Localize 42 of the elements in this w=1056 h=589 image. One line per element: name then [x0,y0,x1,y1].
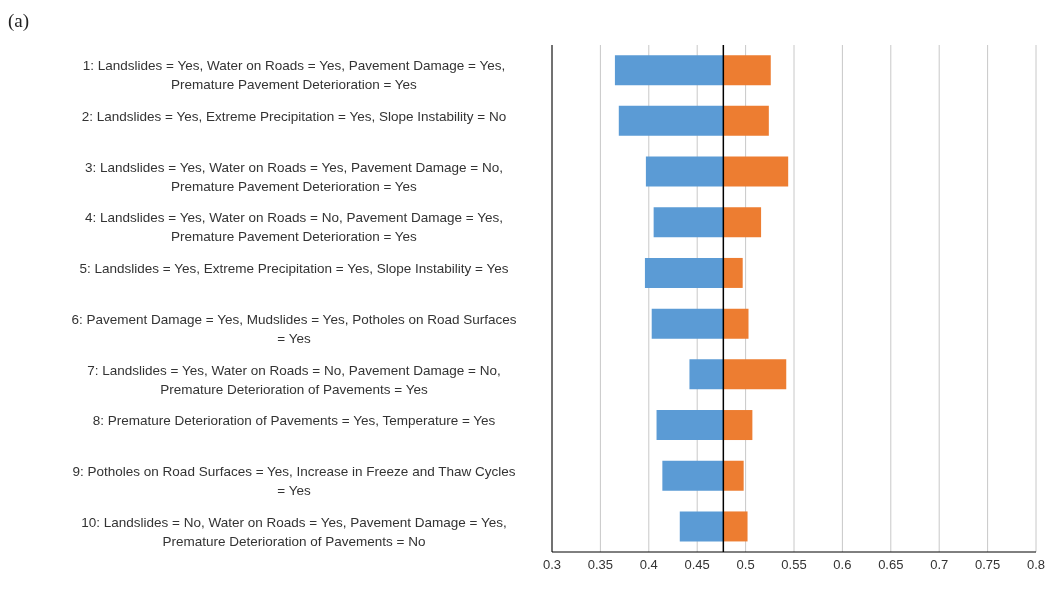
y-tick-label: 6: Pavement Damage = Yes, Mudslides = Yes, Potholes on Road Surfaces = Yes [71,311,517,346]
bar [689,359,724,390]
bar [723,460,744,491]
y-tick-label: 7: Landslides = Yes, Water on Roads = No, Pavement Damage = No, Premature Deterioration of Pavements = Yes [87,362,501,397]
bar [644,257,724,288]
x-tick-label: 0.3 [542,557,562,573]
y-tick-label: 5: Landslides = Yes, Extreme Precipitation = Yes, Slope Instability = Yes [79,261,509,277]
y-tick-label: 2: Landslides = Yes, Extreme Precipitation = Yes, Slope Instability = No [81,109,507,125]
bar [723,55,771,86]
y-tick-label: 10: Landslides = No, Water on Roads = Yes, Pavement Damage = Yes, Premature Deterioration of Pavements = No [81,514,507,549]
bar [723,156,789,187]
bar [618,105,724,136]
y-tick-label: 1: Landslides = Yes, Water on Roads = Yes, Pavement Damage = Yes, Premature Pavement Deterioration = Yes [82,58,506,93]
x-tick-label: 0.75 [974,557,1001,573]
x-tick-label: 0.8 [1026,557,1046,573]
x-tick-label: 0.45 [684,557,710,573]
bar [723,410,753,441]
bar [723,511,748,542]
bar [679,511,724,542]
y-tick-label: 3: Landslides = Yes, Water on Roads = Yes, Pavement Damage = No, Premature Pavement Deterioration = Yes [85,159,503,194]
text: (a) [8,10,30,32]
bar [723,308,749,339]
bar [723,359,787,390]
x-tick-label: 0.6 [833,557,852,573]
x-tick-label: 0.55 [781,557,807,573]
y-tick-label: 4: Landslides = Yes, Water on Roads = No, Pavement Damage = Yes, Premature Pavement Deterioration = Yes [85,210,503,245]
bar [723,207,762,238]
bar [651,308,724,339]
bar [645,156,724,187]
bar [723,257,743,288]
bar [662,460,724,491]
bar [653,207,724,238]
x-tick-label: 0.7 [930,557,949,573]
bar [614,55,724,86]
x-tick-label: 0.35 [587,557,614,573]
bar [656,410,724,441]
x-tick-label: 0.4 [639,557,658,573]
y-tick-label: 8: Premature Deterioration of Pavements = Yes, Temperature = Yes [92,413,496,429]
y-tick-label: 9: Potholes on Road Surfaces = Yes, Increase in Freeze and Thaw Cycles = Yes [72,463,516,498]
x-tick-label: 0.5 [736,557,755,573]
x-tick-label: 0.65 [878,557,904,573]
bar [723,105,769,136]
